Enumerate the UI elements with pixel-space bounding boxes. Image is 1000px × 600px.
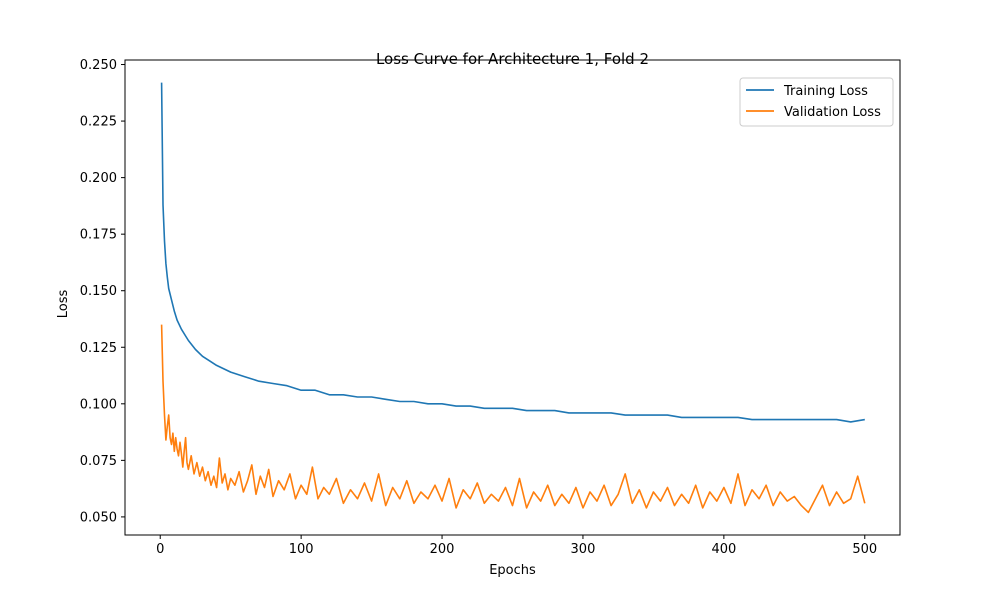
- series-line-training-loss: [160, 82, 865, 423]
- y-tick-label: 0.150: [80, 284, 117, 299]
- x-tick-label: 0: [156, 542, 164, 557]
- x-axis: 0 100 200 300 400 500: [156, 535, 877, 557]
- y-tick-label: 0.225: [80, 115, 117, 130]
- legend-label-validation-loss: Validation Loss: [784, 105, 881, 120]
- y-axis-label: Loss: [56, 290, 71, 319]
- series-line-validation-loss: [160, 324, 866, 514]
- legend: Training Loss Validation Loss: [739, 77, 894, 127]
- plot-area: [160, 82, 866, 514]
- x-tick-label: 200: [430, 542, 455, 557]
- y-tick-label: 0.175: [80, 228, 117, 243]
- y-tick-label: 0.075: [80, 454, 117, 469]
- chart-title: Loss Curve for Architecture 1, Fold 2: [376, 50, 649, 68]
- x-axis-label: Epochs: [489, 563, 536, 578]
- legend-box: [739, 77, 894, 127]
- y-tick-label: 0.125: [80, 341, 117, 356]
- legend-label-training-loss: Training Loss: [783, 84, 868, 99]
- y-tick-label: 0.250: [80, 58, 117, 73]
- y-tick-label: 0.200: [80, 171, 117, 186]
- x-tick-label: 100: [289, 542, 314, 557]
- y-tick-label: 0.100: [80, 397, 117, 412]
- x-tick-label: 500: [852, 542, 877, 557]
- plot-frame: [124, 59, 901, 536]
- y-axis: 0.050 0.075 0.100 0.125 0.150 0.175 0.200 0.225…: [80, 58, 125, 525]
- x-tick-label: 400: [711, 542, 736, 557]
- x-tick-label: 300: [571, 542, 596, 557]
- y-tick-label: 0.050: [80, 510, 117, 525]
